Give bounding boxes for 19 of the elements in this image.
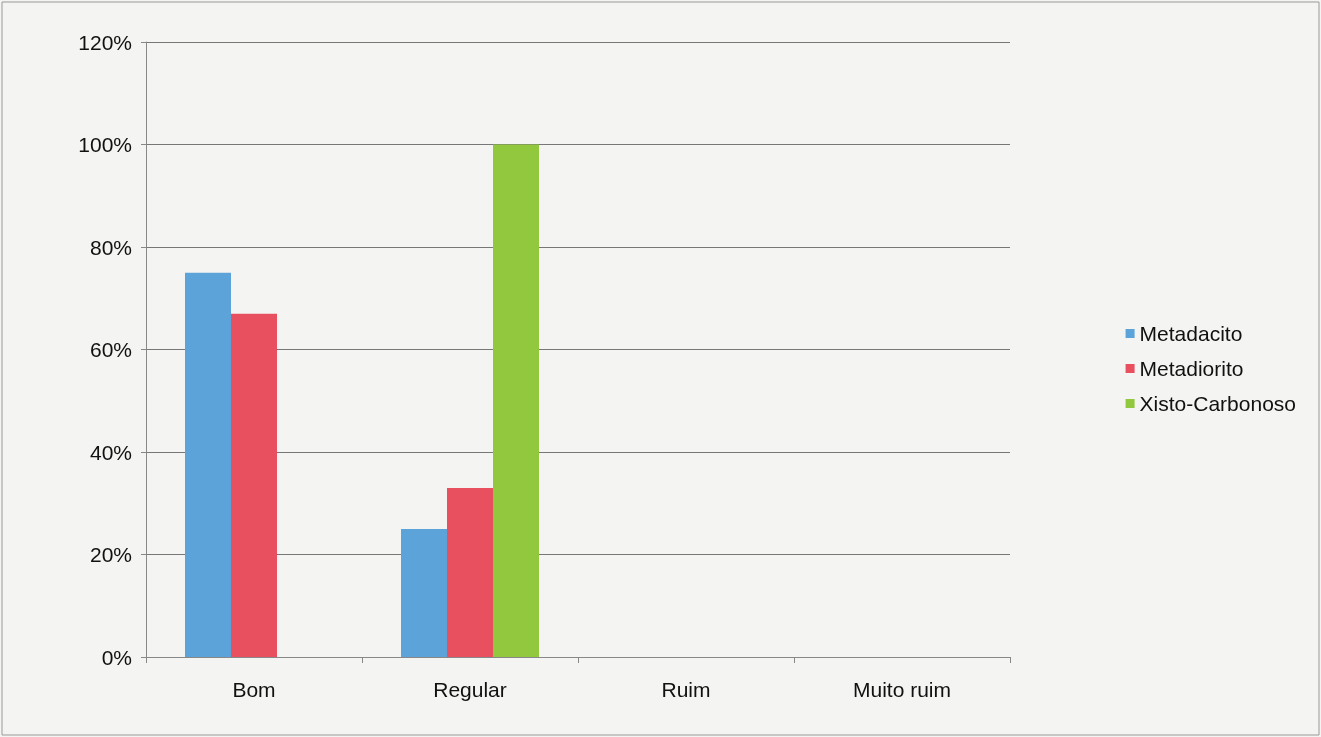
y-tick-label: 80% <box>89 235 132 259</box>
y-tick-label: 20% <box>89 543 132 566</box>
legend-label: Metadiorito <box>1139 357 1244 380</box>
bar <box>401 528 447 657</box>
legend-label: Xisto-Carbonoso <box>1139 392 1297 415</box>
x-tick-label: Muito ruim <box>852 678 952 701</box>
y-tick-label: 40% <box>89 440 132 464</box>
bar <box>185 272 231 657</box>
y-tick-label: 120% <box>78 30 132 54</box>
y-tick-label: 60% <box>89 338 132 361</box>
y-tick-label: 100% <box>78 133 132 156</box>
x-tick-label: Bom <box>232 678 276 701</box>
x-tick-label: Regular <box>433 678 507 701</box>
y-tick-label: 0% <box>101 645 132 669</box>
bar <box>447 487 493 657</box>
x-tick-label: Ruim <box>661 678 711 701</box>
bar <box>231 313 277 657</box>
bar <box>493 144 539 657</box>
legend-label: Metadacito <box>1139 322 1243 345</box>
